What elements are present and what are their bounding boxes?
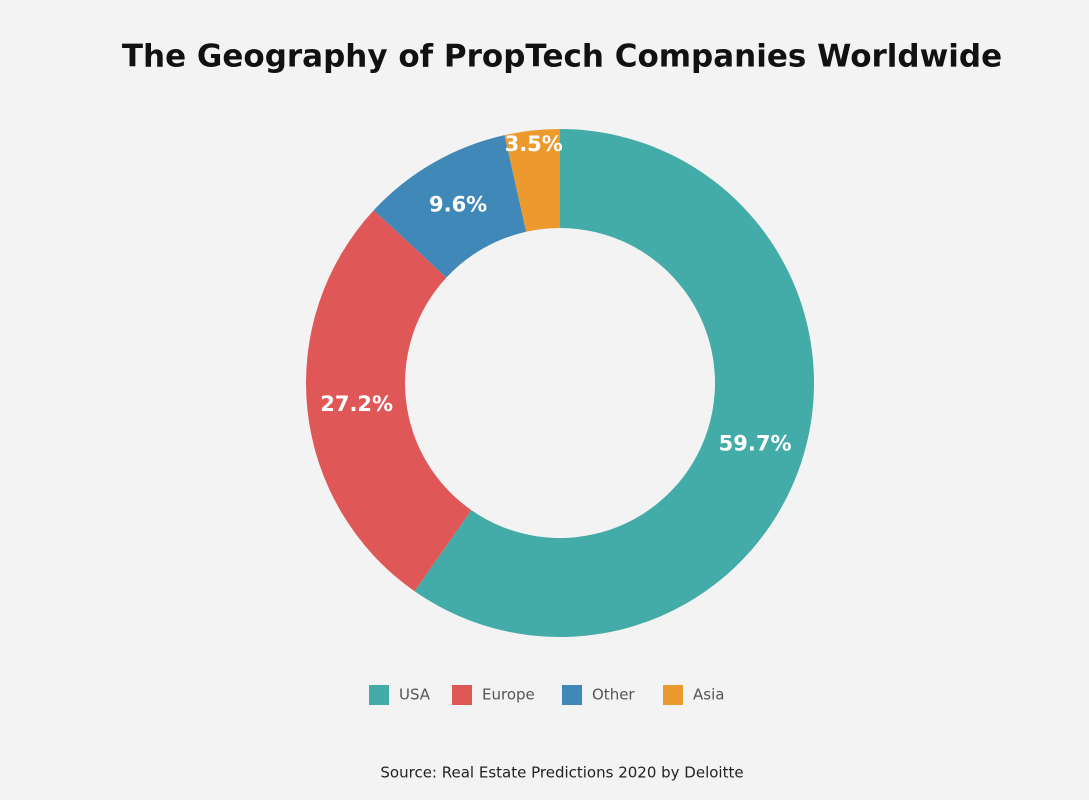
value-label: 59.7% (719, 431, 792, 455)
donut-segment (305, 210, 472, 592)
source: Source: Real Estate Predictions 2020 by … (380, 764, 743, 782)
donut-segment (504, 129, 560, 232)
legend-swatch (452, 685, 472, 705)
legend-label: Other (592, 686, 635, 704)
legend-label: Asia (693, 686, 724, 704)
donut-segment (414, 129, 814, 637)
legend-swatch (562, 685, 582, 705)
value-label: 27.2% (320, 392, 393, 416)
value-label: 9.6% (429, 193, 487, 217)
chart-title: The Geography of PropTech Companies Worl… (122, 39, 1002, 75)
legend-swatch (663, 685, 683, 705)
legend-label: USA (399, 686, 431, 704)
legend-label: Europe (482, 686, 535, 704)
donut-segment (373, 135, 527, 278)
value-label: 3.5% (505, 132, 563, 156)
legend-swatch (369, 685, 389, 705)
